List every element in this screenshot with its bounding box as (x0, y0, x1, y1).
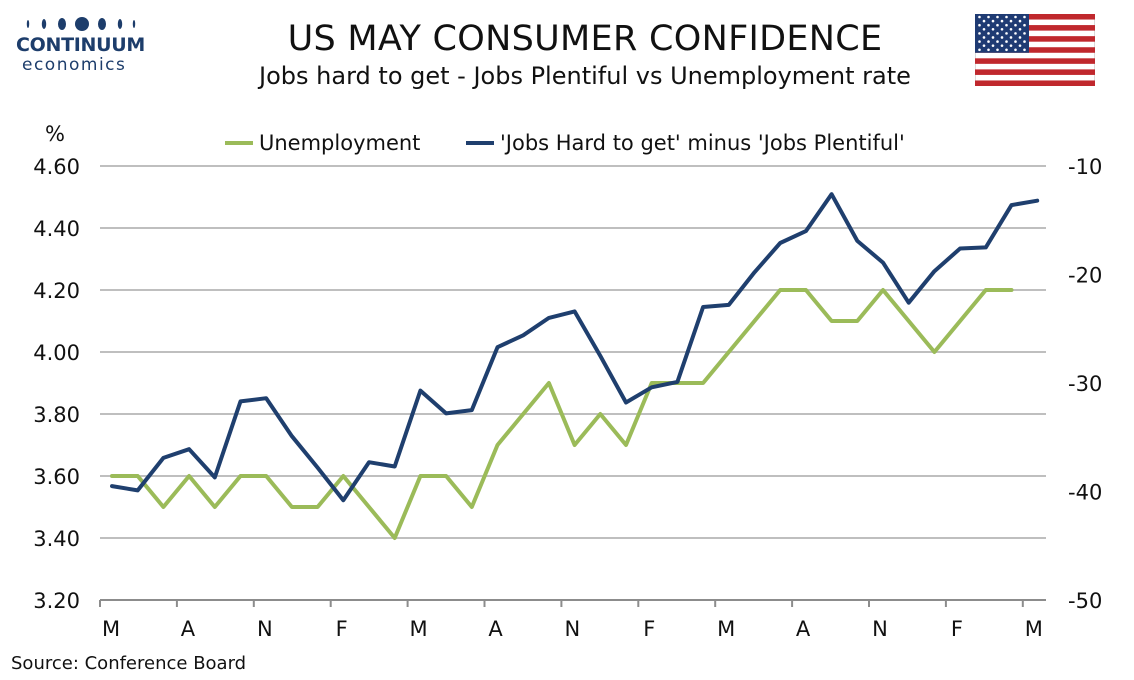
flag-star (1014, 15, 1017, 19)
continuum-economics-logo: CONTINUUM economics (10, 14, 145, 76)
chart-title: US MAY CONSUMER CONFIDENCE (287, 19, 883, 59)
y-left-tick-label: 4.20 (33, 279, 80, 303)
flag-stripe (975, 14, 1095, 20)
us-flag-icon (975, 14, 1095, 86)
chart-subtitle: Jobs hard to get - Jobs Plentiful vs Une… (259, 62, 911, 90)
flag-star (1014, 23, 1017, 27)
y-left-tick-label: 4.00 (33, 341, 80, 365)
x-tick-label: A (488, 617, 503, 641)
flag-star (996, 32, 999, 35)
y-right-tick-label: -10 (1068, 155, 1102, 179)
source-note: Source: Conference Board (11, 653, 247, 674)
flag-star (1005, 40, 1008, 43)
flag-star (1009, 19, 1013, 23)
flag-star (1023, 23, 1026, 27)
flag-star (1000, 19, 1004, 23)
y-left-tick-label: 4.40 (33, 217, 80, 241)
flag-star (1009, 44, 1013, 47)
flag-star (996, 23, 999, 27)
legend-label: 'Jobs Hard to get' minus 'Jobs Plentiful… (500, 131, 905, 155)
logo-dots-icon (26, 17, 136, 31)
flag-star (1009, 36, 1013, 39)
x-tick-label: F (336, 617, 348, 641)
flag-star (1000, 44, 1004, 47)
flag-star (987, 40, 990, 43)
x-tick-label: A (181, 617, 196, 641)
flag-star (1018, 19, 1022, 23)
y-right-tick-label: -20 (1068, 264, 1102, 288)
series-line-jobs-diff (110, 192, 1040, 503)
flag-star (982, 27, 986, 31)
y-right-tick-label: -50 (1068, 589, 1102, 613)
flag-star (978, 15, 981, 19)
flag-star (1023, 32, 1026, 35)
flag-stripe (975, 69, 1095, 75)
flag-star (1023, 40, 1026, 43)
flag-star (1005, 23, 1008, 27)
legend-label: Unemployment (259, 131, 420, 155)
flag-star (1000, 36, 1004, 39)
y-left-tick-label: 3.60 (33, 465, 80, 489)
y-left-tick-label: 3.40 (33, 527, 80, 551)
brand-sub: economics (22, 55, 127, 75)
x-tick-label: M (1025, 617, 1043, 641)
flag-star (996, 15, 999, 19)
flag-star (1014, 48, 1017, 52)
flag-star (1014, 40, 1017, 43)
flag-star (1005, 48, 1008, 52)
x-tick-label: M (717, 617, 735, 641)
x-tick-label: M (102, 617, 120, 641)
flag-star (991, 27, 995, 31)
y-right-tick-label: -30 (1068, 372, 1102, 396)
flag-star (987, 32, 990, 35)
flag-star (1005, 15, 1008, 19)
x-tick-label: N (565, 617, 581, 641)
flag-star (982, 19, 986, 23)
flag-star (1018, 44, 1022, 47)
flag-star (1005, 32, 1008, 35)
x-tick-label: N (257, 617, 273, 641)
flag-star (978, 40, 981, 43)
flag-star (996, 48, 999, 52)
flag-stripe (975, 80, 1095, 86)
flag-star (991, 36, 995, 39)
flag-star (987, 23, 990, 27)
y-left-tick-label: 3.20 (33, 589, 80, 613)
x-tick-label: M (410, 617, 428, 641)
flag-stripe (975, 25, 1095, 31)
flag-star (982, 44, 986, 47)
flag-stripe (975, 58, 1095, 64)
flag-star (1014, 32, 1017, 35)
flag-star (978, 48, 981, 52)
brand-name: CONTINUUM (16, 34, 145, 56)
y-left-tick-label: 3.80 (33, 403, 80, 427)
y-right-tick-label: -40 (1068, 481, 1102, 505)
y-left-axis-label: % (45, 122, 65, 146)
flag-star (1023, 48, 1026, 52)
flag-stripe (975, 47, 1095, 53)
x-tick-label: N (872, 617, 888, 641)
flag-star (987, 48, 990, 52)
flag-star (987, 15, 990, 19)
series-line-unemployment (110, 288, 1014, 540)
flag-star (1018, 27, 1022, 31)
x-tick-label: A (796, 617, 811, 641)
y-left-tick-label: 4.60 (33, 155, 80, 179)
flag-star (991, 19, 995, 23)
x-tick-label: F (643, 617, 655, 641)
flag-stripe (975, 36, 1095, 42)
x-tick-label: F (951, 617, 963, 641)
flag-star (1018, 36, 1022, 39)
flag-star (996, 40, 999, 43)
flag-star (1000, 27, 1004, 31)
flag-star (1023, 15, 1026, 19)
flag-star (978, 23, 981, 27)
flag-star (991, 44, 995, 47)
flag-star (982, 36, 986, 39)
flag-star (978, 32, 981, 35)
flag-star (1009, 27, 1013, 31)
